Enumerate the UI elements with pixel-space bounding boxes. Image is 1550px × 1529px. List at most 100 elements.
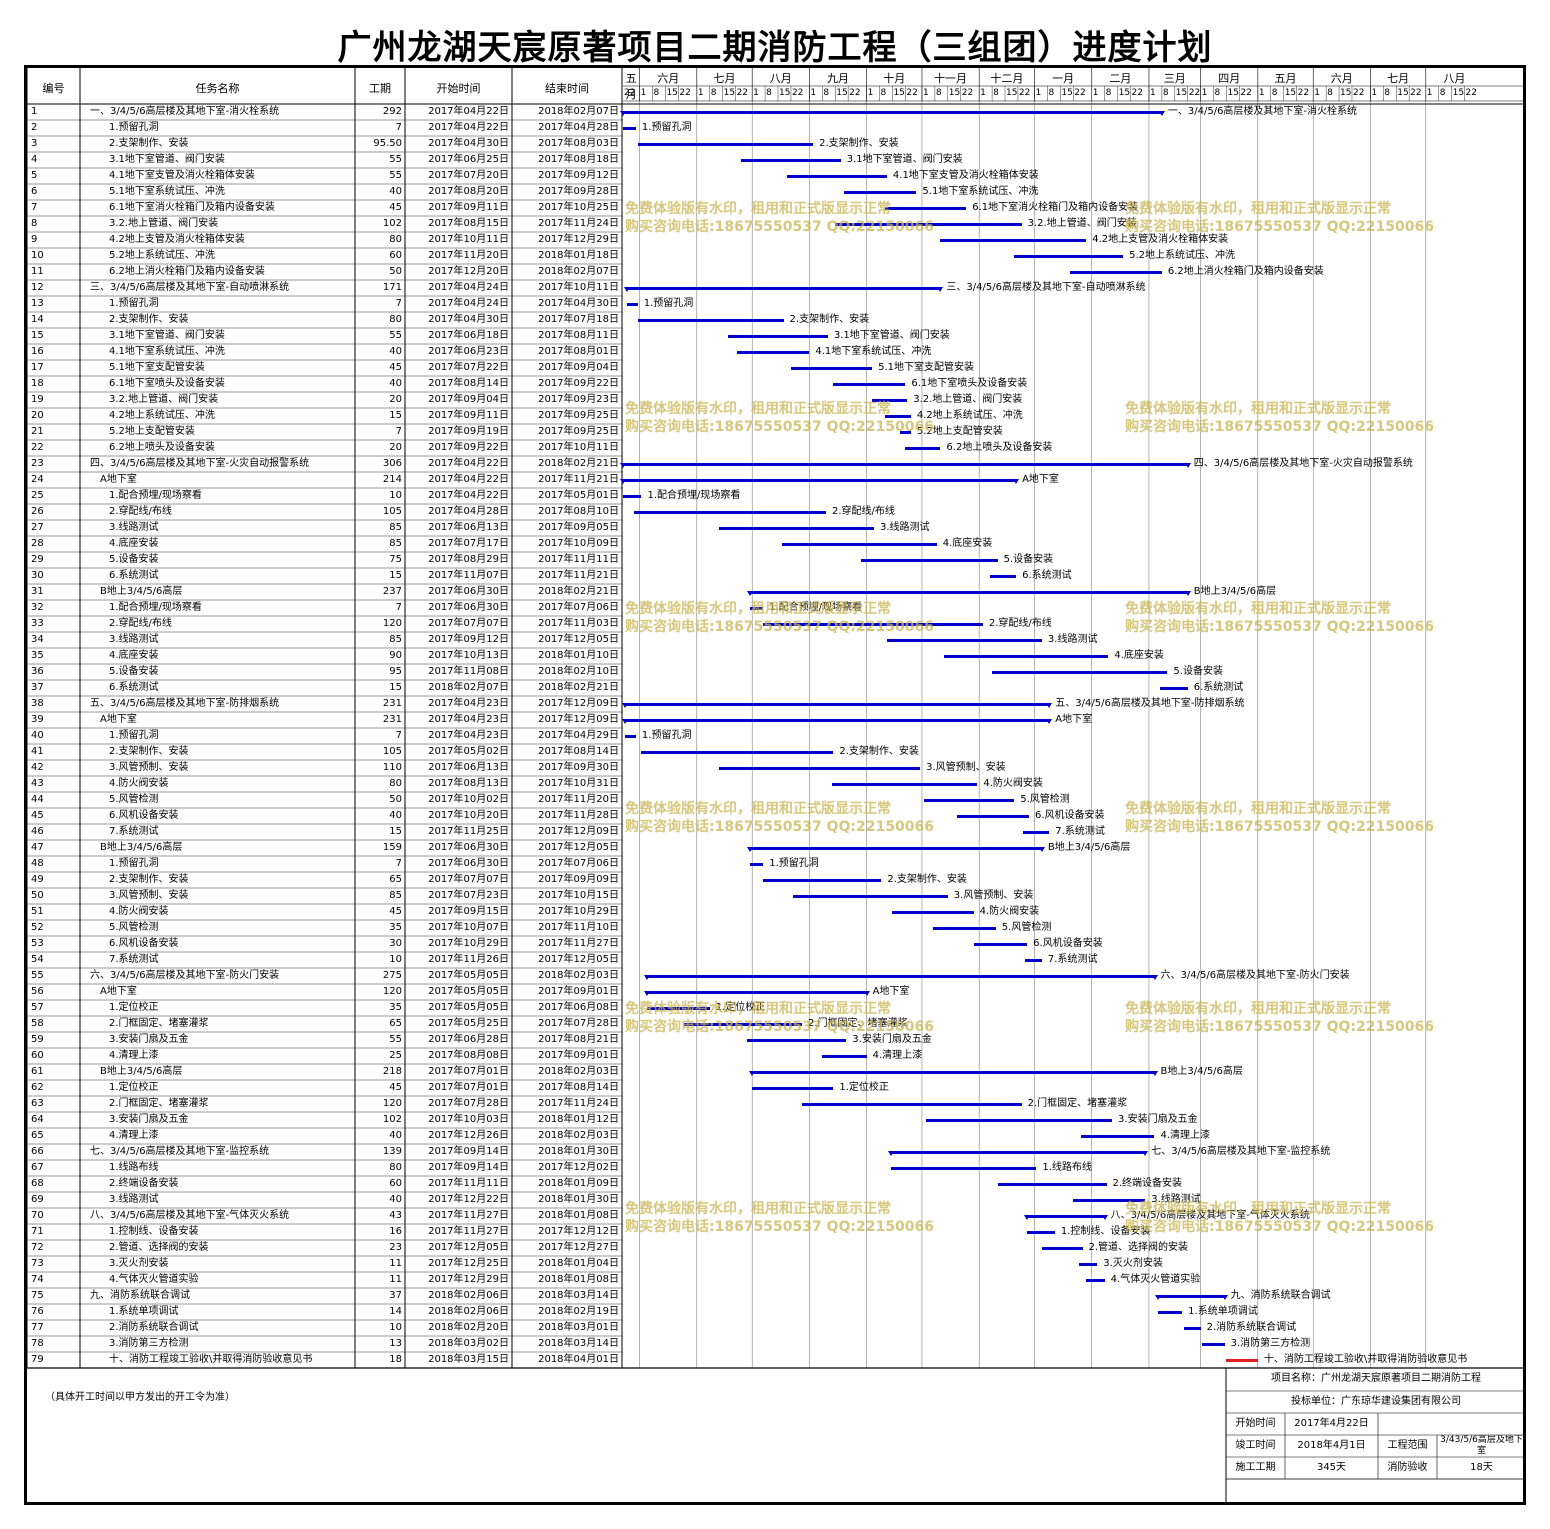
bar-start-marker (621, 703, 628, 708)
gantt-bar (790, 367, 873, 370)
bar-end-marker (1151, 975, 1158, 980)
week-tick-label: 1 (1426, 88, 1433, 98)
gantt-bar-label: 2.穿配线/布线 (832, 506, 895, 517)
task-duration: 306 (382, 458, 402, 469)
scope-label: 工程范围 (1387, 1440, 1428, 1451)
task-start: 2018年02月07日 (428, 682, 509, 693)
task-end: 2018年03月01日 (538, 1322, 619, 1333)
task-duration: 30 (389, 938, 402, 949)
task-id: 13 (31, 298, 44, 309)
week-tick-label: 15 (1452, 88, 1465, 98)
task-start: 2017年06月30日 (428, 842, 509, 853)
task-id: 72 (31, 1242, 44, 1253)
task-start: 2017年07月22日 (428, 362, 509, 373)
task-id: 11 (31, 266, 44, 277)
bar-start-marker (643, 975, 650, 980)
task-start: 2017年07月17日 (428, 538, 509, 549)
task-id: 78 (31, 1338, 44, 1349)
gantt-bar-label: 八、3/4/5/6高层楼及其地下室-气体灭火系统 (1110, 1210, 1310, 1221)
gantt-bar (892, 911, 974, 914)
task-name: B地上3/4/5/6高层 (100, 586, 183, 597)
bar-end-marker (1101, 1215, 1108, 1220)
task-id: 32 (31, 602, 44, 613)
task-id: 79 (31, 1354, 44, 1365)
task-end: 2017年10月11日 (538, 442, 619, 453)
gantt-bar-label: 3.风管预制、安装 (953, 890, 1034, 901)
task-id: 4 (31, 154, 38, 165)
gantt-bar (1014, 255, 1124, 258)
watermark-text: 免费体验版有水印，租用和正式版显示正常 (1125, 1201, 1391, 1217)
gantt-bar (646, 975, 1155, 978)
task-start: 2017年06月30日 (428, 858, 509, 869)
gantt-bar-label: 5.1地下室支配管安装 (878, 362, 975, 373)
bar-end-marker (1046, 703, 1053, 708)
gantt-bar-label: 5.2地上支配管安装 (916, 426, 1003, 437)
task-duration: 95.50 (373, 138, 402, 149)
task-name: 6.系统测试 (109, 682, 159, 693)
week-tick-label: 15 (1397, 88, 1409, 98)
task-name: 6.风机设备安装 (109, 938, 179, 949)
bar-end-marker (1158, 111, 1165, 116)
watermark-text: 购买咨询电话:18675550537 QQ:22150066 (625, 1019, 934, 1035)
task-duration: 45 (389, 906, 402, 917)
gantt-bar (683, 1023, 802, 1026)
bar-start-marker (749, 1071, 756, 1076)
gantt-bar (746, 1039, 847, 1042)
gantt-bar-label: 1.预留孔洞 (769, 858, 819, 869)
task-name: 6.2地上喷头及设备安装 (109, 442, 215, 453)
week-tick-label: 22 (1352, 88, 1365, 98)
week-tick-label: 22 (961, 88, 974, 98)
task-duration: 18 (389, 1354, 402, 1365)
week-tick-label: 8 (710, 88, 717, 98)
task-end: 2018年02月03日 (538, 970, 619, 981)
gantt-bar (634, 511, 826, 514)
week-tick-label: 15 (666, 88, 678, 98)
task-end: 2017年05月01日 (538, 490, 619, 501)
watermark-text: 免费体验版有水印，租用和正式版显示正常 (1125, 601, 1391, 617)
task-id: 40 (31, 730, 44, 741)
task-id: 58 (31, 1018, 44, 1029)
task-name: 5.1地下室系统试压、冲洗 (109, 186, 225, 197)
task-start: 2018年03月15日 (428, 1354, 509, 1365)
gantt-bar (923, 799, 1015, 802)
task-start: 2017年08月13日 (428, 778, 509, 789)
gantt-bar-label: 一、3/4/5/6高层楼及其地下室-消火栓系统 (1167, 106, 1358, 117)
task-duration: 120 (382, 1098, 402, 1109)
gantt-bar-label: 2.门框固定、堵塞灌浆 (1027, 1098, 1128, 1109)
gantt-bar (1158, 1295, 1225, 1298)
task-name: 5.设备安装 (109, 666, 159, 677)
task-start: 2017年09月22日 (428, 442, 509, 453)
task-name: 2.支架制作、安装 (109, 138, 189, 149)
bar-end-marker (1184, 591, 1191, 596)
gantt-bar-label: 6.系统测试 (1022, 570, 1072, 581)
week-tick-label: 22 (1297, 88, 1310, 98)
week-tick-label: 15 (779, 88, 791, 98)
week-tick-label: 22 (791, 88, 804, 98)
task-id: 29 (31, 554, 44, 565)
task-duration: 40 (389, 1130, 402, 1141)
week-tick-label: 15 (1175, 88, 1188, 98)
task-id: 10 (31, 250, 44, 261)
watermark-text: 购买咨询电话:18675550537 QQ:22150066 (1125, 819, 1434, 835)
task-duration: 55 (389, 154, 402, 165)
gantt-bar-label: 3.1地下室管道、阀门安装 (833, 330, 950, 341)
task-start: 2017年07月01日 (428, 1082, 509, 1093)
task-start: 2017年05月05日 (428, 970, 509, 981)
gantt-bar (940, 239, 1087, 242)
week-tick-label: 22 (1018, 88, 1031, 98)
gantt-bar-label: 3.线路测试 (1151, 1194, 1201, 1205)
task-end: 2017年12月09日 (538, 826, 619, 837)
task-id: 51 (31, 906, 44, 917)
task-id: 33 (31, 618, 44, 629)
task-name: A地下室 (100, 714, 137, 725)
watermark-text: 购买咨询电话:18675550537 QQ:22150066 (625, 419, 934, 435)
task-name: 3.线路测试 (109, 1194, 159, 1205)
task-id: 28 (31, 538, 44, 549)
gantt-bar (787, 175, 887, 178)
task-duration: 90 (389, 650, 402, 661)
task-name: 3.安装门扇及五金 (109, 1034, 189, 1045)
gantt-bar (737, 351, 810, 354)
gantt-bar (626, 303, 638, 306)
week-tick-label: 8 (766, 88, 772, 98)
month-label: 十月 (883, 72, 906, 85)
